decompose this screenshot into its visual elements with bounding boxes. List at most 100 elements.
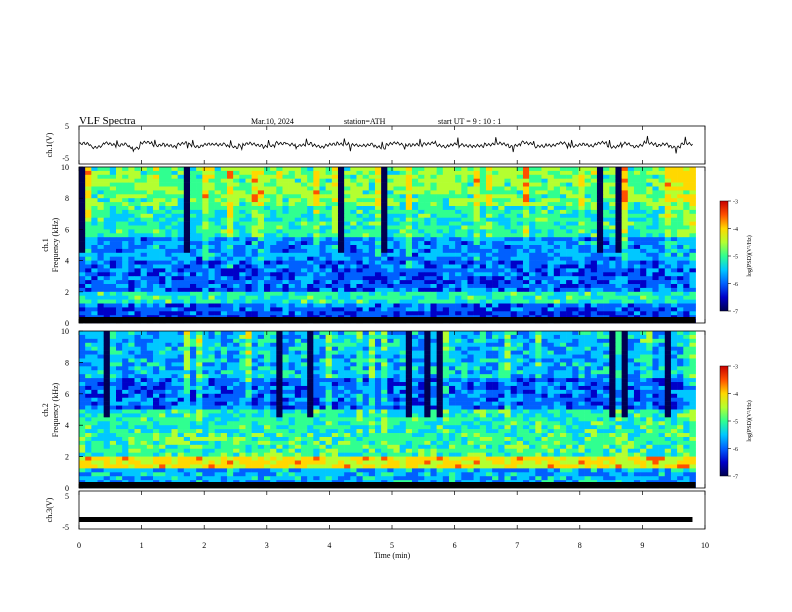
spectrogram-cell xyxy=(245,245,252,250)
spectrogram-cell xyxy=(535,260,542,265)
spectrogram-cell xyxy=(183,174,191,179)
spectrogram-cell xyxy=(85,354,92,359)
spectrogram-cell xyxy=(362,233,370,238)
spectrogram-cell xyxy=(189,170,197,176)
spectrogram-cell xyxy=(220,252,228,257)
spectrogram-cell xyxy=(640,264,647,269)
spectrogram-cell xyxy=(233,291,240,296)
spectrogram-cell xyxy=(313,362,320,367)
spectrogram-cell xyxy=(584,209,592,215)
spectrogram-cell xyxy=(122,338,129,344)
spectrogram-cell xyxy=(128,252,135,257)
spectrogram-cell xyxy=(633,346,641,351)
spectrogram-cell xyxy=(282,303,289,308)
spectrogram-cell xyxy=(430,252,437,257)
spectrogram-cell xyxy=(220,272,228,277)
spectrogram-cell xyxy=(79,170,86,176)
spectrogram-cell xyxy=(245,307,252,312)
spectrogram-cell xyxy=(436,366,444,371)
spectrogram-cell xyxy=(479,194,487,199)
spectrogram-cell xyxy=(578,276,585,281)
spectrogram-cell xyxy=(226,366,234,371)
spectrogram-cell xyxy=(436,221,444,226)
spectrogram-cell xyxy=(646,307,653,312)
spectrogram-cell xyxy=(633,287,641,293)
spectrogram-cell xyxy=(122,217,129,222)
spectrogram-cell xyxy=(461,186,468,191)
spectrogram-cell xyxy=(646,350,653,355)
spectrogram-cell xyxy=(455,202,462,207)
spectrogram-cell xyxy=(553,354,561,359)
spectrogram-cell xyxy=(350,299,357,304)
spectrogram-cell xyxy=(461,233,468,238)
spectrogram-cell xyxy=(165,299,172,304)
spectrogram-cell xyxy=(134,268,141,273)
spectrogram-cell xyxy=(590,311,598,316)
spectrogram-cell xyxy=(177,241,185,246)
spectrogram-cell xyxy=(658,217,666,222)
spectrogram-cell xyxy=(430,206,437,211)
spectrogram-cell xyxy=(485,221,493,226)
spectrogram-cell xyxy=(603,237,610,242)
spectrogram-cell xyxy=(325,245,333,250)
spectrogram-cell xyxy=(664,198,672,203)
spectrogram-cell xyxy=(566,167,573,172)
spectrogram-cell xyxy=(208,260,215,265)
spectrogram-cell xyxy=(251,276,259,281)
spectrogram-cell xyxy=(350,338,357,344)
spectrogram-cell xyxy=(658,291,666,296)
spectrogram-cell xyxy=(387,209,394,215)
spectrogram-cell xyxy=(122,170,129,176)
spectrogram-cell xyxy=(522,256,530,261)
spectrogram-cell xyxy=(171,221,178,226)
spectrogram-cell xyxy=(140,299,148,304)
spectrogram-cell xyxy=(578,174,585,179)
spectrogram-cell xyxy=(522,178,530,183)
spectrogram-cell xyxy=(418,366,425,371)
spectrogram-cell xyxy=(535,209,542,215)
spectrogram-cell xyxy=(590,287,598,293)
spectrogram-cell xyxy=(91,264,98,269)
spectrogram-cell xyxy=(578,284,585,289)
spectrogram-cell xyxy=(418,331,425,336)
spectrogram-cell xyxy=(578,245,585,250)
spectrogram-cell xyxy=(492,342,499,347)
spectrogram-cell xyxy=(226,287,234,293)
spectrogram-cell xyxy=(97,311,104,316)
spectrogram-cell xyxy=(319,291,326,296)
spectrogram-cell xyxy=(350,190,357,195)
spectrogram-cell xyxy=(479,342,487,347)
spectrogram-cell xyxy=(122,221,129,226)
spectrogram-cell xyxy=(572,217,579,222)
spectrogram-cell xyxy=(615,209,622,215)
spectrogram-cell xyxy=(183,354,191,359)
spectrogram-cell xyxy=(559,229,567,234)
spectrogram-cell xyxy=(171,260,178,265)
spectrogram-cell xyxy=(572,331,579,336)
spectrogram-cell xyxy=(633,221,641,226)
spectrogram-cell xyxy=(516,221,524,226)
spectrogram-cell xyxy=(664,342,672,347)
spectrogram-cell xyxy=(146,346,154,351)
spectrogram-cell xyxy=(183,213,191,218)
spectrogram-cell xyxy=(159,252,166,257)
spectrogram-cell xyxy=(128,358,135,363)
spectrogram-cell xyxy=(510,331,518,336)
spectrogram-cell xyxy=(510,291,518,296)
spectrogram-cell xyxy=(652,331,659,336)
spectrogram-cell xyxy=(461,307,468,312)
spectrogram-cell xyxy=(350,334,357,340)
spectrogram-cell xyxy=(387,342,394,347)
spectrogram-cell xyxy=(307,295,314,300)
spectrogram-cell xyxy=(498,245,505,250)
spectrogram-cell xyxy=(313,342,320,347)
spectrogram-cell xyxy=(79,358,86,363)
spectrogram-cell xyxy=(171,174,178,179)
spectrogram-cell xyxy=(516,334,524,340)
spectrogram-cell xyxy=(535,331,542,336)
spectrogram-cell xyxy=(282,170,289,176)
spectrogram-cell xyxy=(325,311,333,316)
spectrogram-cell xyxy=(442,287,450,293)
spectrogram-cell xyxy=(79,331,86,336)
spectrogram-cell xyxy=(251,354,259,359)
